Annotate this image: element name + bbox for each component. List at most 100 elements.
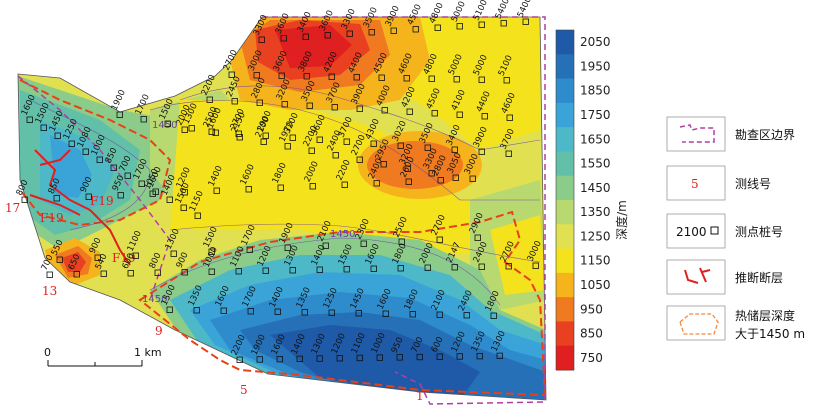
station-marker [253, 72, 260, 79]
station-marker [247, 308, 254, 315]
station-marker [478, 21, 485, 28]
legend-box-reservoir [666, 305, 726, 341]
station-marker [236, 134, 243, 141]
station-marker [181, 126, 188, 133]
station-marker [180, 204, 187, 211]
station-marker [478, 263, 485, 270]
colorbar-tick-label: 750 [580, 351, 603, 365]
station-marker [506, 114, 513, 121]
station-marker [405, 178, 412, 185]
station-marker [376, 354, 383, 361]
colorbar-tick-label: 1050 [580, 278, 611, 292]
station-marker [278, 72, 285, 79]
legend-label-reservoir: 热储层深度 [735, 308, 795, 323]
station-marker [302, 33, 309, 40]
station-marker [276, 355, 283, 363]
station-marker [289, 267, 296, 274]
colorbar-title: 深度/m [614, 200, 629, 240]
station-marker [256, 99, 263, 106]
legend: 勘查区边界 5 测线号 2100 测点桩号 推断断层 热储层深度 大于1450 … [666, 116, 805, 341]
station-marker [260, 138, 267, 145]
station-marker [193, 307, 200, 314]
station-marker [245, 186, 252, 193]
station-marker [40, 124, 47, 131]
station-marker [316, 355, 323, 362]
colorbar-swatch [556, 272, 574, 298]
colorbar-tick-label: 1650 [580, 132, 611, 146]
station-marker [68, 140, 75, 147]
station-marker [431, 110, 438, 117]
station-marker [100, 270, 107, 277]
legend-label-reservoir-2: 大于1450 m [735, 327, 805, 341]
station-marker [132, 252, 139, 259]
scale-bar: 0 1 km [44, 346, 162, 367]
station-marker [403, 75, 410, 82]
station-marker [380, 161, 387, 168]
line-number-9: 9 [155, 324, 163, 338]
station-marker [356, 156, 363, 163]
station-marker [181, 189, 188, 196]
station-marker [301, 309, 308, 316]
station-marker [94, 254, 101, 261]
station-marker [56, 256, 63, 263]
station-marker [117, 192, 124, 199]
station-marker [46, 271, 53, 278]
station-marker [309, 183, 316, 190]
scale-left-label: 0 [44, 346, 51, 359]
station-marker [296, 355, 303, 363]
colorbar-tick-label: 2050 [580, 35, 611, 49]
station-marker [424, 144, 431, 151]
station-marker [256, 356, 263, 363]
colorbar-tick-label: 1550 [580, 157, 611, 171]
station-marker [398, 238, 405, 245]
station-marker [456, 23, 463, 30]
colorbar-swatch [556, 102, 574, 128]
station-marker [262, 132, 269, 139]
station-marker [356, 354, 363, 362]
station-marker [280, 35, 287, 42]
colorbar-swatch [556, 321, 574, 347]
legend-box-station [666, 213, 726, 249]
station-marker [140, 116, 147, 123]
scale-right-label: 1 km [134, 346, 162, 359]
station-marker [331, 104, 338, 111]
station-marker [469, 175, 476, 182]
station-marker [154, 269, 161, 276]
station-marker [428, 75, 435, 82]
station-label: 5400 [516, 0, 534, 19]
line-number-1: 1 [416, 389, 424, 403]
station-marker [532, 262, 539, 269]
colorbar-tick-label: 1750 [580, 108, 611, 122]
station-marker [281, 101, 288, 108]
station-marker [328, 73, 335, 80]
station-marker [258, 36, 265, 43]
station-marker [228, 71, 235, 78]
colorbar: 2050 1950 1850 1750 1650 1550 1450 1350 1250 1150… [555, 29, 611, 371]
station-marker [235, 268, 242, 275]
station-marker [378, 74, 385, 81]
station-marker [336, 355, 343, 362]
legend-sample-line: 5 [691, 177, 699, 191]
station-marker [456, 353, 463, 360]
station-label: 1900 [110, 88, 128, 112]
station-marker [522, 18, 529, 25]
station-marker [343, 266, 350, 273]
station-marker [85, 193, 92, 200]
station-marker [343, 138, 350, 145]
station-marker [453, 76, 460, 83]
station-marker [306, 102, 313, 109]
station-marker [452, 174, 459, 181]
fault-label-2: F19 [90, 194, 114, 208]
colorbar-swatch [556, 345, 574, 371]
colorbar-swatch [556, 30, 574, 55]
station-marker [220, 307, 227, 314]
station-marker [360, 240, 367, 247]
station-marker [451, 264, 458, 271]
station-marker [437, 177, 444, 184]
station-marker [54, 132, 61, 139]
station-marker [246, 246, 253, 253]
station-marker [416, 353, 423, 361]
station-marker [127, 270, 134, 277]
survey-area-boundary-left [17, 75, 171, 301]
